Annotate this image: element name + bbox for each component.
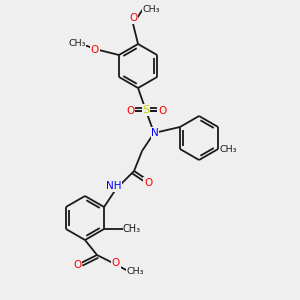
Text: CH₃: CH₃ (142, 4, 160, 14)
Text: O: O (144, 178, 152, 188)
Text: NH: NH (106, 181, 122, 191)
Text: CH₃: CH₃ (126, 268, 144, 277)
Text: CH₃: CH₃ (123, 224, 141, 234)
Text: O: O (129, 13, 137, 23)
Text: O: O (126, 106, 134, 116)
Text: CH₃: CH₃ (219, 145, 237, 154)
Text: S: S (142, 105, 150, 115)
Text: CH₃: CH₃ (68, 40, 86, 49)
Text: O: O (158, 106, 166, 116)
Text: O: O (73, 260, 81, 270)
Text: O: O (112, 258, 120, 268)
Text: N: N (151, 128, 159, 138)
Text: O: O (91, 45, 99, 55)
